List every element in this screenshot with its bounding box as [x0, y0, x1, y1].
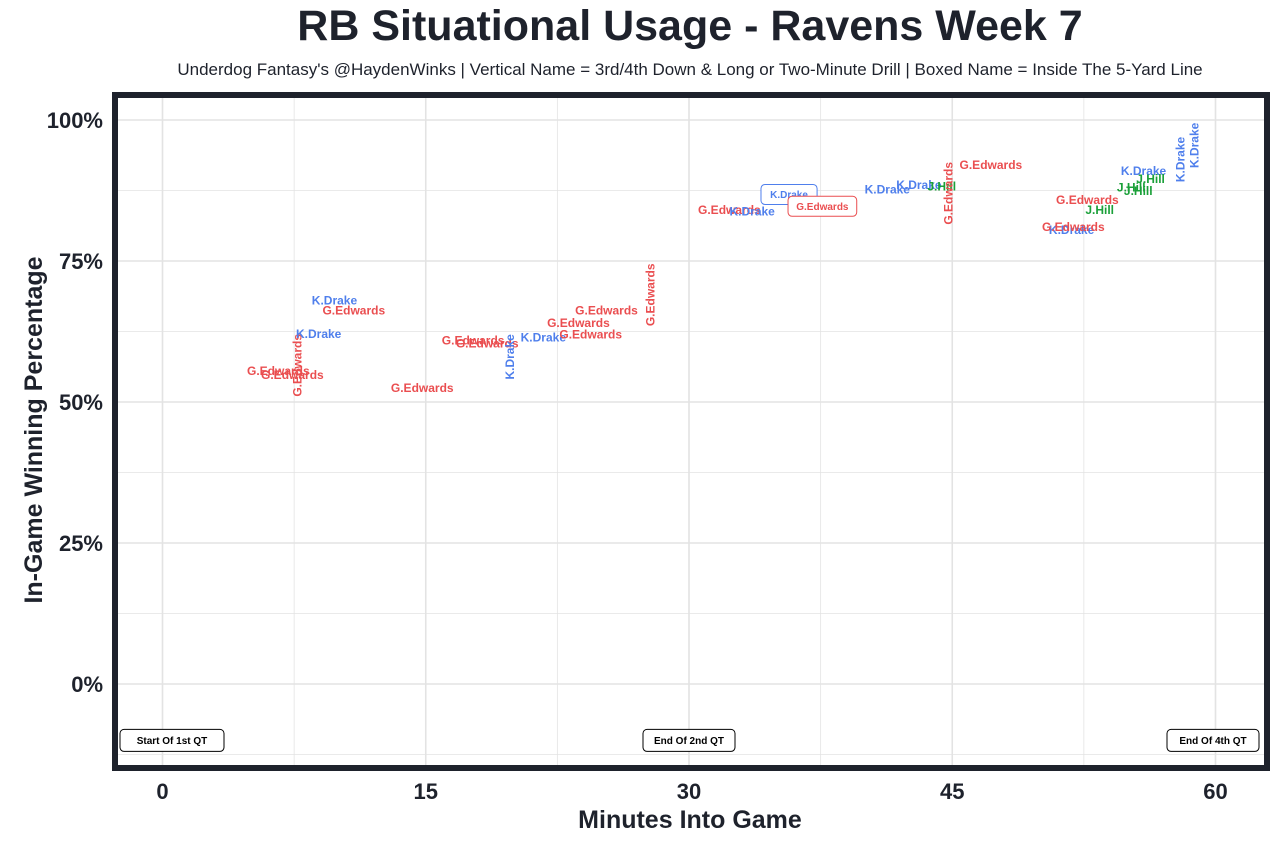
- player-label: K.Drake: [503, 334, 517, 380]
- player-label: G.Edwards: [942, 162, 956, 225]
- x-axis-title: Minutes Into Game: [578, 806, 802, 834]
- player-label: K.Drake: [1187, 122, 1201, 168]
- annotation-box: [1166, 728, 1260, 752]
- player-label: K.Drake: [1049, 223, 1095, 237]
- player-name: K.Drake: [312, 293, 358, 307]
- player-label: J.Hill: [1117, 181, 1146, 195]
- chart-title: RB Situational Usage - Ravens Week 7: [297, 2, 1083, 50]
- annotation-box: [642, 728, 736, 752]
- axis-ticks: 0 15 30 45 60 0% 25% 50% 75% 100%: [47, 108, 1228, 804]
- quarter-annotation: Start Of 1st QT: [119, 728, 225, 752]
- player-label: G.Edwards: [291, 334, 305, 397]
- player-name: G.Edwards: [698, 203, 761, 217]
- player-name: G.Edwards: [291, 334, 305, 397]
- player-name: G.Edwards: [391, 381, 454, 395]
- chart-subtitle: Underdog Fantasy's @HaydenWinks | Vertic…: [177, 60, 1203, 79]
- player-name: G.Edwards: [1056, 193, 1119, 207]
- player-name: G.Edwards: [261, 368, 324, 382]
- player-label: G.Edwards: [575, 304, 638, 318]
- player-name: K.Drake: [503, 334, 517, 380]
- player-name: G.Edwards: [559, 327, 622, 341]
- player-label: J.Hill: [1085, 203, 1114, 217]
- player-name: K.Drake: [1049, 223, 1095, 237]
- y-tick-label: 100%: [47, 108, 103, 133]
- y-tick-label: 0%: [71, 672, 103, 697]
- quarter-annotations: Start Of 1st QT End Of 2nd QT End Of 4th Q…: [119, 728, 1260, 752]
- player-label: G.Edwards: [960, 158, 1023, 172]
- player-label: K.Drake: [312, 293, 358, 307]
- player-label: G.Edwards: [1042, 220, 1105, 234]
- annotation-text: End Of 4th QT: [1179, 736, 1246, 747]
- player-name: K.Drake: [896, 178, 942, 192]
- player-name: G.Edwards: [547, 316, 610, 330]
- x-tick-label: 15: [414, 779, 438, 804]
- player-name: G.Edwards: [960, 158, 1023, 172]
- plot-frame: [112, 92, 1270, 771]
- player-label: K.Drake: [1121, 164, 1167, 178]
- annotation-box: [119, 728, 225, 752]
- player-name: K.Drake: [865, 182, 911, 196]
- annotation-text: Start Of 1st QT: [137, 736, 208, 747]
- player-label: K.Drake: [296, 327, 342, 341]
- player-labels: G.EdwardsG.EdwardsG.EdwardsK.DrakeK.Drak…: [247, 122, 1201, 396]
- player-label: G.Edwards: [442, 334, 505, 348]
- y-tick-label: 50%: [59, 390, 103, 415]
- player-name: K.Drake: [1121, 164, 1167, 178]
- player-label: K.Drake: [730, 204, 776, 218]
- player-label: K.Drake: [1173, 136, 1187, 182]
- player-label: J.Hill: [1124, 184, 1153, 198]
- player-name: J.Hill: [1085, 203, 1114, 217]
- quarter-annotation: End Of 2nd QT: [642, 728, 736, 752]
- player-label: J.Hill: [927, 180, 956, 194]
- player-label: K.Drake: [896, 178, 942, 192]
- player-label: G.Edwards: [787, 195, 858, 217]
- player-name: G.Edwards: [942, 162, 956, 225]
- player-name: J.Hill: [927, 180, 956, 194]
- player-label: G.Edwards: [247, 364, 310, 378]
- y-tick-label: 25%: [59, 531, 103, 556]
- x-tick-label: 0: [156, 779, 168, 804]
- player-label: G.Edwards: [643, 263, 657, 326]
- player-label: J.Hill: [1136, 172, 1165, 186]
- player-label: G.Edwards: [559, 327, 622, 341]
- player-label: G.Edwards: [547, 316, 610, 330]
- player-label: G.Edwards: [698, 203, 761, 217]
- player-name: G.Edwards: [247, 364, 310, 378]
- x-tick-label: 60: [1203, 779, 1227, 804]
- player-name: K.Drake: [1173, 136, 1187, 182]
- x-tick-label: 45: [940, 779, 964, 804]
- player-label: K.Drake: [865, 182, 911, 196]
- player-name: K.Drake: [521, 331, 567, 345]
- player-name: G.Edwards: [1042, 220, 1105, 234]
- player-name: J.Hill: [1124, 184, 1153, 198]
- quarter-annotation: End Of 4th QT: [1166, 728, 1260, 752]
- player-name: K.Drake: [770, 190, 808, 201]
- boxed-label-frame: [787, 195, 858, 217]
- x-tick-label: 30: [677, 779, 701, 804]
- player-name: J.Hill: [1136, 172, 1165, 186]
- player-label: G.Edwards: [322, 304, 385, 318]
- player-label: G.Edwards: [456, 336, 519, 350]
- player-label: G.Edwards: [391, 381, 454, 395]
- annotation-text: End Of 2nd QT: [654, 736, 724, 747]
- y-axis-title: In-Game Winning Percentage: [20, 256, 48, 603]
- player-name: G.Edwards: [643, 263, 657, 326]
- player-label: G.Edwards: [261, 368, 324, 382]
- player-name: G.Edwards: [456, 336, 519, 350]
- player-name: J.Hill: [1117, 181, 1146, 195]
- player-name: K.Drake: [730, 204, 776, 218]
- player-name: K.Drake: [296, 327, 342, 341]
- player-name: G.Edwards: [322, 304, 385, 318]
- player-label: G.Edwards: [1056, 193, 1119, 207]
- player-name: G.Edwards: [796, 202, 849, 213]
- y-tick-label: 75%: [59, 249, 103, 274]
- player-label: K.Drake: [521, 331, 567, 345]
- player-name: G.Edwards: [575, 304, 638, 318]
- grid-lines: [118, 98, 1264, 765]
- player-name: G.Edwards: [442, 334, 505, 348]
- player-name: K.Drake: [1187, 122, 1201, 168]
